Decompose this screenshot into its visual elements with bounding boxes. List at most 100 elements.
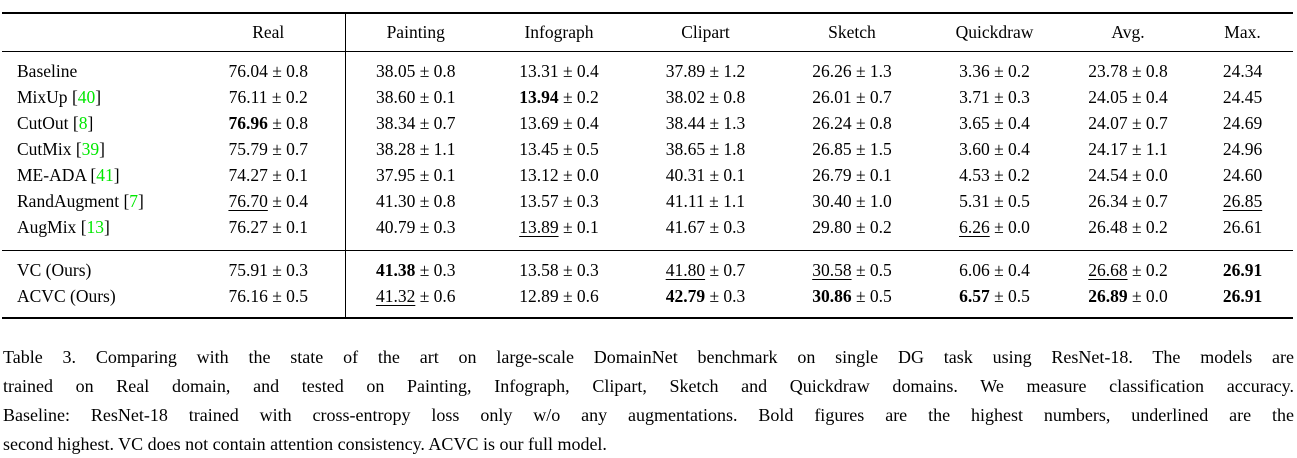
data-cell: 41.80 ± 0.7 [632, 250, 779, 283]
table-row: CutOut [8] 76.96 ± 0.8 38.34 ± 0.7 13.69 ± … [2, 109, 1293, 136]
mean-value: 41.38 [375, 259, 416, 280]
data-cell: 13.31 ± 0.4 [486, 51, 632, 84]
stddev-value: ± 0.3 [705, 216, 746, 237]
mean-value: 6.06 [959, 259, 990, 280]
mean-value: 30.40 [812, 190, 852, 211]
stddev-value: ± 1.1 [1127, 138, 1168, 159]
mean-value: 13.12 [519, 164, 559, 185]
method-name: ME-ADA [17, 164, 87, 185]
stddev-value: ± 0.3 [267, 259, 309, 280]
stddev-value: ± 1.8 [705, 138, 746, 159]
col-header: Infograph [524, 21, 594, 42]
data-cell: 40.31 ± 0.1 [632, 162, 779, 188]
data-cell: 26.79 ± 0.1 [779, 162, 925, 188]
stddev-value: ± 0.2 [989, 60, 1030, 81]
data-cell: 26.24 ± 0.8 [779, 110, 925, 136]
data-cell: 24.96 [1192, 136, 1293, 162]
stddev-value: ± 0.7 [705, 259, 746, 280]
stddev-value: ± 1.0 [851, 190, 892, 211]
data-cell: 26.26 ± 1.3 [779, 51, 925, 84]
mean-value: 40.79 [375, 216, 416, 237]
method-col-header [2, 13, 192, 51]
data-cell: 3.65 ± 0.4 [925, 110, 1064, 136]
data-cell: 24.45 [1192, 84, 1293, 110]
stddev-value: ± 0.2 [851, 216, 892, 237]
citation-link[interactable]: 8 [78, 112, 88, 133]
stddev-value: ± 0.4 [989, 112, 1030, 133]
stddev-value: ± 0.5 [989, 285, 1030, 306]
stddev-value: ± 0.5 [851, 285, 892, 306]
mean-value: 13.45 [519, 138, 559, 159]
mean-value: 75.91 [228, 259, 268, 280]
stddev-value: ± 0.8 [415, 60, 456, 81]
mean-value: 24.96 [1222, 138, 1263, 159]
data-cell: 76.27 ± 0.1 [192, 213, 346, 250]
mean-value: 26.85 [1222, 190, 1263, 211]
mean-value: 26.26 [812, 60, 852, 81]
mean-value: 26.01 [812, 86, 852, 107]
mean-value: 76.96 [228, 112, 268, 133]
stddev-value: ± 0.4 [989, 138, 1030, 159]
mean-value: 3.65 [959, 112, 990, 133]
caption-line-1: Table 3. Comparing with the state of the… [3, 346, 1294, 367]
data-cell: 26.61 [1192, 214, 1293, 251]
col-header: Real [192, 13, 346, 51]
stddev-value: ± 0.3 [415, 259, 456, 280]
mean-value: 29.80 [812, 216, 852, 237]
method-name: MixUp [17, 86, 68, 107]
stddev-value: ± 0.5 [267, 285, 309, 306]
mean-value: 41.67 [665, 216, 706, 237]
data-cell: 74.27 ± 0.1 [192, 161, 346, 188]
citation-link[interactable]: 41 [96, 164, 114, 185]
mean-value: 26.68 [1088, 259, 1128, 280]
stddev-value: ± 0.1 [705, 164, 746, 185]
stddev-value: ± 0.3 [558, 259, 599, 280]
stddev-value: ± 0.7 [415, 112, 456, 133]
ours-rows: VC (Ours) 75.91 ± 0.3 41.38 ± 0.3 13.58 ± 0… [2, 250, 1293, 318]
method-name: ACVC (Ours) [17, 285, 116, 306]
data-cell: 41.30 ± 0.8 [345, 188, 486, 214]
data-cell: 76.96 ± 0.8 [192, 109, 346, 136]
mean-value: 76.27 [228, 216, 268, 237]
mean-value: 40.31 [665, 164, 706, 185]
mean-value: 26.85 [812, 138, 852, 159]
mean-value: 23.78 [1088, 60, 1128, 81]
stddev-value: ± 0.2 [267, 86, 308, 107]
stddev-value: ± 0.4 [267, 190, 309, 211]
mean-value: 37.89 [665, 60, 706, 81]
mean-value: 24.45 [1222, 86, 1263, 107]
header-row: Real Painting Infograph Clipart Sketch Quickd… [2, 13, 1293, 51]
method-cell: CutOut [8] [17, 112, 94, 133]
data-cell: 26.48 ± 0.2 [1064, 214, 1192, 251]
citation-link[interactable]: 39 [81, 138, 100, 159]
mean-value: 38.28 [375, 138, 416, 159]
mean-value: 24.34 [1222, 60, 1263, 81]
stddev-value: ± 0.3 [558, 190, 599, 211]
data-cell: 13.45 ± 0.5 [486, 136, 632, 162]
data-cell: 38.02 ± 0.8 [632, 84, 779, 110]
citation-link[interactable]: 7 [129, 190, 139, 211]
caption-line-3: Baseline: ResNet-18 trained with cross-e… [3, 404, 1294, 425]
mean-value: 38.02 [665, 86, 706, 107]
data-cell: 38.44 ± 1.3 [632, 110, 779, 136]
mean-value: 13.89 [519, 216, 559, 237]
stddev-value: ± 1.1 [704, 190, 745, 211]
mean-value: 24.69 [1222, 112, 1263, 133]
mean-value: 24.54 [1088, 164, 1128, 185]
data-cell: 38.65 ± 1.8 [632, 136, 779, 162]
citation-link[interactable]: 13 [86, 216, 105, 237]
data-cell: 41.11 ± 1.1 [632, 188, 779, 214]
stddev-value: ± 0.4 [1127, 86, 1168, 107]
stddev-value: ± 0.3 [989, 86, 1030, 107]
method-cell: CutMix [39] [17, 138, 105, 159]
citation-link[interactable]: 40 [77, 86, 96, 107]
stddev-value: ± 0.2 [1127, 216, 1168, 237]
table-row: AugMix [13] 76.27 ± 0.1 40.79 ± 0.3 13.89 ±… [2, 213, 1293, 251]
method-cell: AugMix [13] [17, 216, 110, 237]
stddev-value: ± 0.2 [558, 86, 599, 107]
data-cell: 42.79 ± 0.3 [632, 283, 779, 318]
data-cell: 26.89 ± 0.0 [1064, 283, 1192, 318]
method-cell: Baseline [2, 51, 192, 84]
stddev-value: ± 0.0 [989, 216, 1030, 237]
table-row: Baseline 76.04 ± 0.8 38.05 ± 0.8 13.31 ± 0.… [2, 51, 1293, 84]
